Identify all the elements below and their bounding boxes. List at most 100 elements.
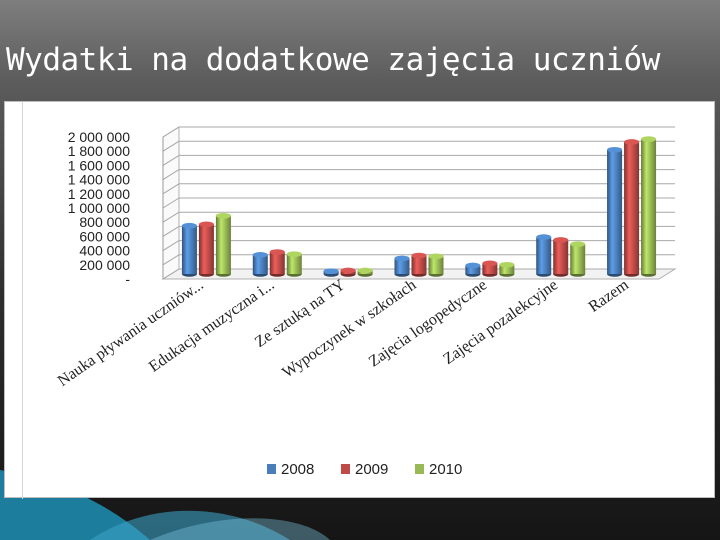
legend-item: 2009: [341, 461, 388, 478]
bar: [570, 241, 586, 277]
category-label: Edukacja muzyczna i...: [146, 276, 278, 375]
bar-body: [553, 239, 569, 274]
bar-top: [624, 139, 640, 145]
y-tick-label: 800 000: [79, 214, 130, 230]
y-tick-label: 400 000: [79, 243, 130, 259]
bar: [394, 255, 410, 277]
y-tick-label: 2 000 000: [68, 129, 130, 145]
gridline-depth: [162, 254, 180, 266]
y-tick-label: 1 400 000: [68, 172, 130, 188]
gridline-depth: [162, 183, 180, 195]
bar-top: [340, 267, 356, 274]
bar-top: [323, 268, 339, 274]
bar-body: [286, 254, 302, 274]
bar-top: [394, 255, 410, 262]
y-tick-label: 600 000: [79, 228, 130, 244]
bar-top: [357, 267, 373, 274]
legend-label: 2010: [429, 461, 462, 478]
bar: [269, 249, 285, 277]
bar: [357, 267, 373, 277]
y-tick-label: 200 000: [79, 257, 130, 273]
bar-body: [252, 254, 268, 274]
legend-swatch: [341, 464, 350, 474]
y-tick-label: 1 200 000: [68, 186, 130, 202]
bar: [607, 146, 623, 277]
bar-top: [411, 252, 427, 259]
bar: [465, 262, 481, 277]
chart-frame: [22, 102, 711, 499]
bar: [499, 261, 515, 277]
bar-top: [482, 260, 498, 267]
bar-top: [570, 241, 586, 247]
bar-top: [252, 252, 268, 258]
bar-top: [286, 251, 302, 257]
bar: [624, 139, 640, 277]
bar-body: [499, 264, 515, 274]
bar-top: [553, 237, 569, 243]
bar-top: [181, 222, 197, 229]
legend-label: 2009: [355, 461, 388, 478]
gridline-depth: [162, 197, 180, 209]
legend-swatch: [415, 464, 424, 474]
bar-body: [181, 225, 197, 274]
gridline-depth: [162, 126, 180, 138]
legend-item: 2010: [415, 461, 462, 478]
bar-body: [624, 141, 640, 274]
bar: [536, 234, 552, 277]
gridline-depth: [162, 211, 180, 223]
bar-top: [198, 221, 214, 228]
y-tick-label: 1 000 000: [68, 200, 130, 216]
bar-body: [465, 265, 481, 274]
bar: [286, 251, 302, 277]
y-tick-label: 1 800 000: [68, 143, 130, 159]
legend-swatch: [267, 464, 276, 474]
category-label: Nauka pływania uczniów...: [55, 276, 207, 389]
category-label: Zajęcia logopedyczne: [366, 276, 490, 370]
bar-body: [482, 263, 498, 274]
bar-body: [411, 255, 427, 274]
category-label: Wypoczynek w szkołach: [279, 276, 419, 381]
bar-top: [269, 249, 285, 255]
bar: [198, 221, 214, 277]
bar-body: [607, 149, 623, 274]
bar-top: [536, 234, 552, 240]
gridline-depth: [162, 154, 180, 166]
category-label: Zajęcia pozalekcyjne: [440, 276, 561, 368]
bar: [340, 267, 356, 277]
bar: [428, 253, 444, 277]
bar: [482, 260, 498, 277]
chart-panel: -200 000 400 000 600 000 800 000 1 000 000 1 …: [4, 101, 715, 499]
y-tick-label: 1 600 000: [68, 157, 130, 173]
slide-title: Wydatki na dodatkowe zajęcia uczniów: [6, 42, 660, 78]
bar: [323, 268, 339, 277]
bar-body: [641, 139, 657, 274]
bar-top: [499, 261, 515, 268]
bar: [252, 252, 268, 277]
y-tick-label: -: [125, 271, 130, 287]
legend-item: 2008: [267, 461, 314, 478]
bar: [181, 222, 197, 277]
category-label: Razem: [586, 276, 633, 316]
gridline-depth: [162, 240, 180, 252]
bar: [411, 252, 427, 277]
bar: [553, 237, 569, 277]
bar-top: [428, 253, 444, 260]
gridline-depth: [162, 225, 180, 237]
bar: [641, 136, 657, 277]
bar-body: [536, 237, 552, 274]
bar: [215, 212, 231, 277]
bar-top: [215, 212, 231, 219]
bar-body: [394, 258, 410, 274]
gridline-depth: [162, 169, 180, 181]
bar-top: [465, 262, 481, 269]
bar-body: [215, 215, 231, 274]
bar-body: [428, 256, 444, 274]
gridline-depth: [162, 268, 180, 280]
legend-label: 2008: [281, 461, 314, 478]
bar-top: [607, 146, 623, 153]
bar-body: [269, 251, 285, 274]
gridline-depth: [162, 140, 180, 152]
bar-top: [641, 136, 657, 142]
bar-body: [198, 224, 214, 274]
